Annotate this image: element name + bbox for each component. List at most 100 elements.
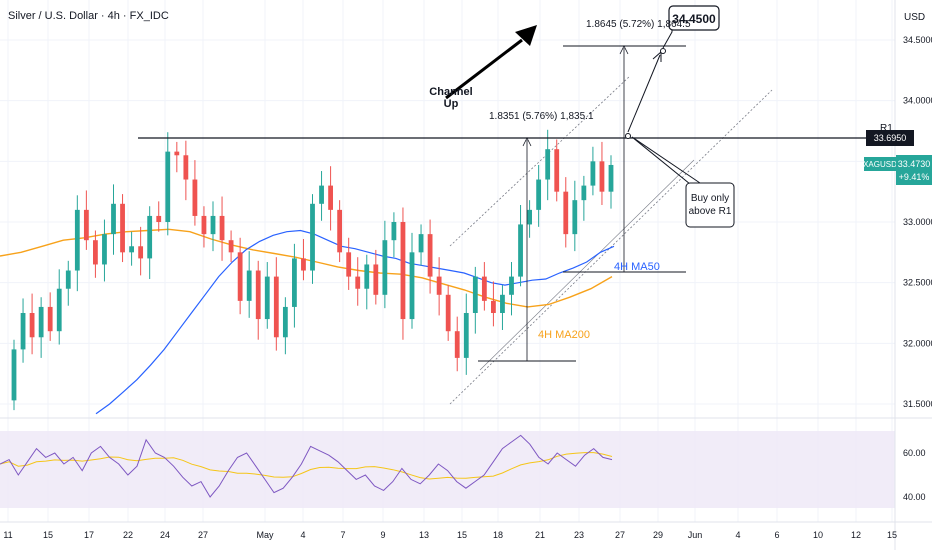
price-tick-6: 31.5000	[903, 399, 932, 409]
measure-arrowhead-1	[522, 137, 532, 147]
buy-callout-box	[685, 182, 735, 228]
time-tick-20: 10	[813, 530, 823, 540]
ma50-line	[95, 229, 615, 415]
candle-40	[373, 249, 379, 305]
price-tick-3: 33.0000	[903, 217, 932, 227]
candle-32	[301, 238, 306, 281]
target-value-label: 34.4500	[672, 12, 716, 26]
candle-42	[391, 212, 397, 258]
candle-12	[120, 194, 125, 263]
measure-arrowhead-2	[619, 45, 629, 55]
candle-43	[400, 207, 406, 340]
time-tick-12: 18	[493, 530, 503, 540]
candle-45	[418, 224, 424, 266]
candle-58	[536, 164, 542, 227]
candle-7	[74, 195, 80, 292]
candle-41	[382, 220, 388, 309]
last-price-symbol-badge	[864, 157, 896, 171]
channel-mid	[479, 159, 695, 371]
candle-8	[83, 190, 89, 250]
candle-66	[608, 155, 614, 209]
time-tick-2: 17	[84, 530, 94, 540]
ma50-label: 4H MA50	[614, 261, 660, 273]
candle-54	[500, 285, 505, 330]
candle-14	[138, 226, 144, 276]
time-tick-0: 11	[3, 530, 12, 540]
candle-48	[445, 285, 451, 341]
candle-38	[355, 257, 361, 306]
ma200-line	[0, 228, 613, 308]
candles	[11, 129, 614, 411]
price-tick-0: 34.5000	[903, 35, 932, 45]
base-measure-label: 1.8351 (5.76%) 1,835.1	[489, 111, 594, 122]
time-tick-4: 24	[160, 530, 170, 540]
candle-17	[165, 132, 171, 236]
time-tick-14: 23	[574, 530, 584, 540]
candle-9	[93, 230, 98, 278]
channel-upper	[449, 75, 631, 247]
candle-19	[183, 140, 189, 201]
time-tick-1: 15	[43, 530, 53, 540]
price-tick-1: 34.0000	[903, 96, 932, 106]
time-tick-19: 6	[774, 530, 779, 540]
candle-61	[563, 177, 569, 248]
candle-50	[463, 293, 469, 375]
r1-label: R1	[880, 123, 893, 134]
candle-27	[255, 260, 261, 340]
candle-59	[545, 129, 551, 201]
candle-11	[111, 184, 116, 255]
candle-44	[409, 232, 415, 329]
time-tick-16: 29	[653, 530, 663, 540]
target-callout-box	[668, 5, 720, 31]
price-axis[interactable]: 34.500034.000033.500033.000032.500032.00…	[903, 35, 932, 409]
last-price-badge	[896, 155, 932, 185]
target-measure-label: 1.8645 (5.72%) 1,864.5	[586, 19, 691, 30]
price-tick-4: 32.5000	[903, 278, 932, 288]
candle-47	[436, 257, 442, 316]
time-tick-11: 15	[457, 530, 467, 540]
r1-price-badge	[866, 130, 914, 146]
ma200-label: 4H MA200	[538, 329, 590, 341]
candle-0	[11, 339, 17, 411]
time-tick-22: 15	[887, 530, 897, 540]
candle-49	[454, 316, 460, 372]
buy-callout-pointer-2	[631, 136, 701, 184]
candle-2	[29, 293, 35, 355]
channel-label-2: Up	[444, 98, 459, 110]
time-tick-21: 12	[851, 530, 861, 540]
projection-arrowhead	[652, 50, 662, 62]
candle-4	[47, 292, 53, 341]
time-tick-17: Jun	[688, 530, 703, 540]
rsi-line	[0, 434, 613, 498]
last-price-change: +9.41%	[899, 172, 930, 182]
big-arrow-head	[515, 25, 537, 46]
candle-10	[102, 219, 107, 282]
candle-51	[472, 266, 478, 334]
candle-53	[491, 281, 496, 327]
rsi-axis: 60.00 40.00	[903, 448, 926, 502]
candle-3	[38, 297, 44, 358]
time-tick-13: 21	[535, 530, 545, 540]
time-tick-15: 27	[615, 530, 625, 540]
candle-23	[219, 196, 225, 261]
buy-label-2: above R1	[689, 206, 732, 217]
candle-16	[156, 201, 162, 232]
last-price-value: 33.4730	[898, 159, 931, 169]
candle-31	[292, 243, 297, 328]
candle-6	[65, 260, 71, 306]
time-tick-10: 13	[419, 530, 429, 540]
candle-26	[246, 251, 252, 318]
candle-60	[554, 139, 560, 202]
target-callout-pointer	[662, 28, 673, 49]
candle-62	[572, 180, 578, 252]
price-tick-5: 32.0000	[903, 338, 932, 348]
chart-title: Silver / U.S. Dollar · 4h · FX_IDC	[8, 10, 169, 22]
candle-1	[20, 298, 26, 363]
candle-25	[237, 237, 243, 315]
candle-64	[590, 146, 596, 196]
time-axis[interactable]: 11 15 17 22 24 27 May 4 7 9 13 15 18 21 23 27 29 Jun 4 6 10 1…	[3, 530, 897, 540]
candle-20	[192, 160, 198, 226]
candle-39	[364, 254, 370, 310]
time-tick-9: 9	[380, 530, 385, 540]
